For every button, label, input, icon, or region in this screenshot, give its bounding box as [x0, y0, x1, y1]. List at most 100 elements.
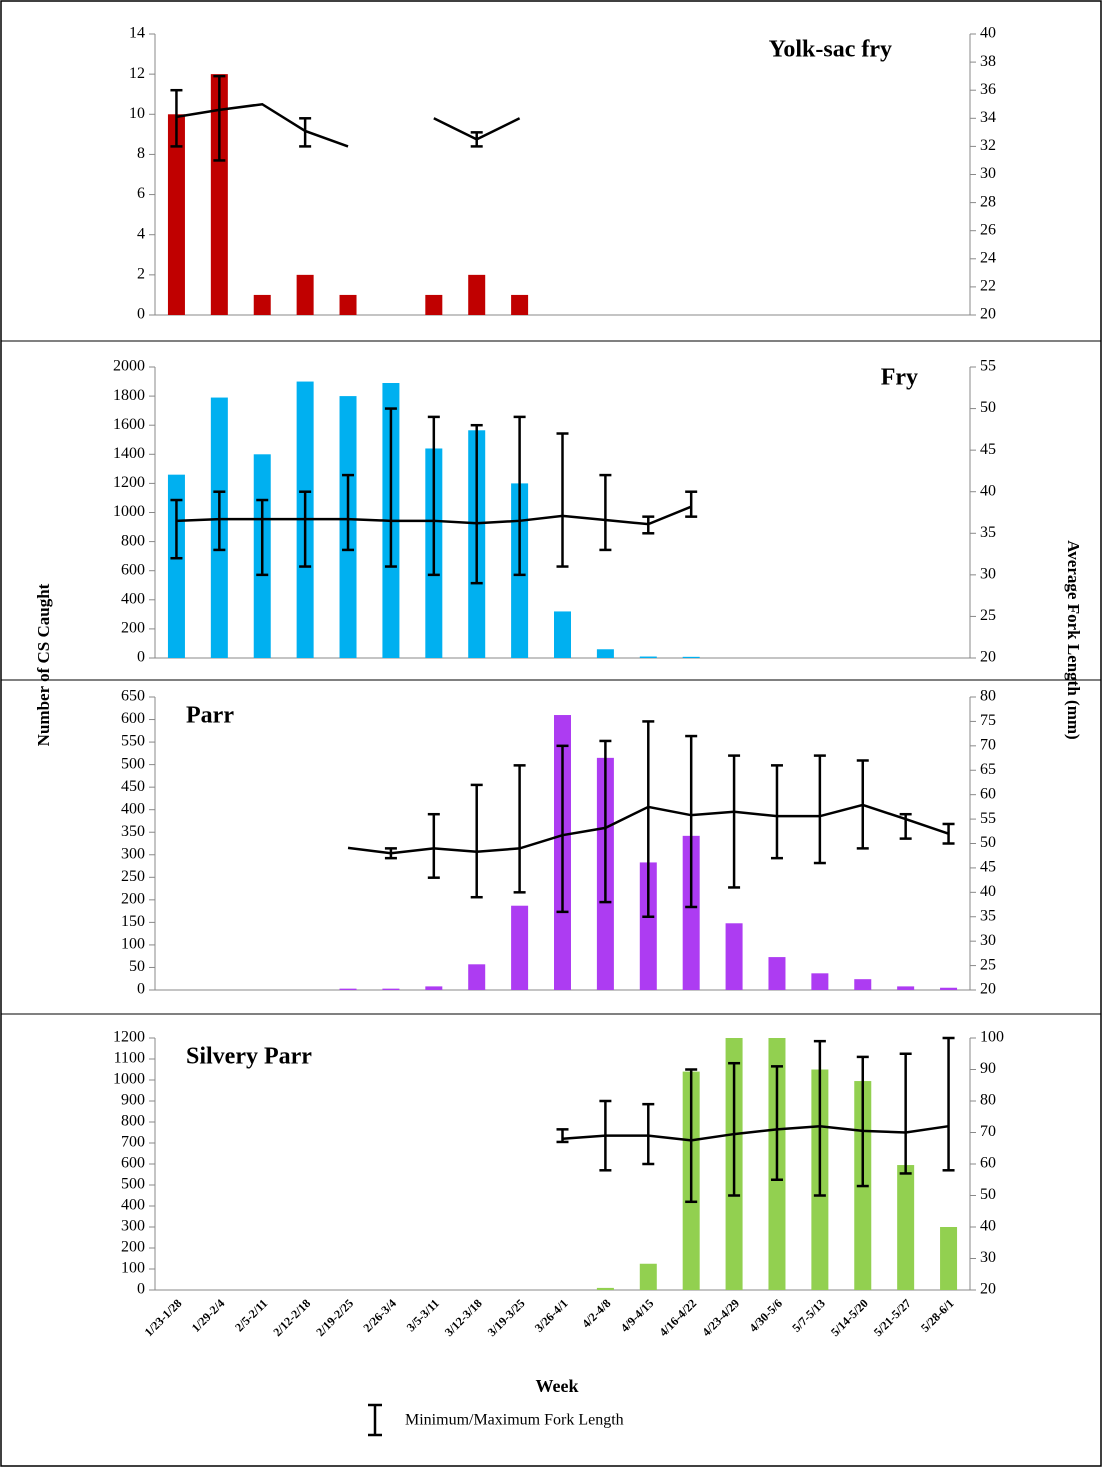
- y2-tick-label: 55: [980, 810, 996, 827]
- y2-tick-label: 35: [980, 907, 996, 924]
- error-bar: [384, 407, 397, 568]
- bar: [511, 294, 529, 315]
- error-bar: [599, 739, 612, 904]
- line: [562, 1124, 949, 1142]
- error-bar: [770, 764, 783, 860]
- error-bar: [599, 473, 612, 552]
- y2-tick-label: 70: [980, 1123, 996, 1140]
- y-tick-label: 1000: [113, 1071, 145, 1088]
- bar: [897, 986, 915, 990]
- bar: [253, 294, 271, 315]
- y-tick-label: 1400: [113, 445, 145, 462]
- bar: [940, 1227, 958, 1290]
- y-tick-label: 0: [137, 649, 145, 666]
- error-bar: [813, 1039, 826, 1197]
- y-axis-label: Number of CS Caught: [34, 583, 53, 746]
- y2-tick-label: 24: [980, 249, 996, 266]
- y2-tick-label: 30: [980, 566, 996, 583]
- y2-tick-label: 75: [980, 712, 996, 729]
- bar: [382, 988, 400, 990]
- y-tick-label: 1800: [113, 387, 145, 404]
- y-tick-label: 400: [121, 1197, 145, 1214]
- y-tick-label: 100: [121, 936, 145, 953]
- y-tick-label: 1200: [113, 474, 145, 491]
- y2-tick-label: 35: [980, 524, 996, 541]
- y-tick-label: 6: [137, 185, 145, 202]
- line: [176, 505, 692, 526]
- error-bar: [299, 117, 312, 148]
- y-tick-label: 600: [121, 561, 145, 578]
- error-bar: [642, 1102, 655, 1166]
- y-tick-label: 500: [121, 1176, 145, 1193]
- y2-tick-label: 30: [980, 1249, 996, 1266]
- error-bar: [170, 498, 183, 560]
- line: [176, 102, 521, 148]
- bar: [339, 988, 357, 990]
- y-tick-label: 2000: [113, 358, 145, 375]
- y-tick-label: 200: [121, 891, 145, 908]
- error-bar: [470, 423, 483, 585]
- y2-tick-label: 65: [980, 761, 996, 778]
- y-tick-label: 350: [121, 823, 145, 840]
- y-tick-label: 400: [121, 800, 145, 817]
- y2-tick-label: 70: [980, 737, 996, 754]
- error-bar: [685, 1068, 698, 1204]
- y-tick-label: 2: [137, 266, 145, 283]
- bar: [682, 656, 700, 658]
- y2-tick-label: 36: [980, 81, 996, 98]
- y2-tick-label: 25: [980, 607, 996, 624]
- bar: [854, 979, 872, 990]
- y-tick-label: 4: [137, 225, 145, 242]
- y2-tick-label: 50: [980, 1186, 996, 1203]
- bar: [468, 274, 486, 315]
- bar: [425, 986, 443, 990]
- y-tick-label: 0: [137, 306, 145, 323]
- y-tick-label: 0: [137, 1281, 145, 1298]
- y2-tick-label: 20: [980, 1281, 996, 1298]
- y-tick-label: 700: [121, 1134, 145, 1151]
- error-bar: [470, 783, 483, 899]
- error-bar: [728, 1061, 741, 1197]
- y-tick-label: 1200: [113, 1029, 145, 1046]
- panel-title: Silvery Parr: [186, 1044, 312, 1070]
- panel-title: Parr: [186, 703, 234, 729]
- y-tick-label: 300: [121, 1218, 145, 1235]
- y-tick-label: 1600: [113, 416, 145, 433]
- y2-tick-label: 55: [980, 358, 996, 375]
- bar: [725, 923, 743, 990]
- error-bar: [556, 1128, 569, 1144]
- bar: [897, 1165, 915, 1290]
- error-bar: [813, 754, 826, 865]
- error-bar: [342, 473, 355, 552]
- y2-tick-label: 80: [980, 1092, 996, 1109]
- y-tick-label: 550: [121, 733, 145, 750]
- error-bar: [856, 1055, 869, 1188]
- y-tick-label: 650: [121, 688, 145, 705]
- bar: [639, 1263, 657, 1290]
- error-bar: [556, 744, 569, 914]
- error-bar: [685, 734, 698, 909]
- error-bar: [427, 812, 440, 879]
- y2-tick-label: 34: [980, 109, 996, 126]
- error-bar: [728, 754, 741, 889]
- y2-tick-label: 60: [980, 785, 996, 802]
- error-bar: [513, 764, 526, 894]
- y2-tick-label: 22: [980, 278, 996, 295]
- bar: [554, 611, 571, 658]
- y2-tick-label: 40: [980, 883, 996, 900]
- y2-tick-label: 40: [980, 1218, 996, 1235]
- y2-tick-label: 60: [980, 1155, 996, 1172]
- error-bar: [427, 415, 440, 577]
- y2-tick-label: 20: [980, 981, 996, 998]
- y-tick-label: 600: [121, 710, 145, 727]
- y2-tick-label: 30: [980, 165, 996, 182]
- bar: [940, 987, 958, 990]
- error-bar: [213, 490, 226, 552]
- legend-icon: [368, 1403, 382, 1437]
- y-tick-label: 400: [121, 590, 145, 607]
- y-tick-label: 200: [121, 1239, 145, 1256]
- error-bar: [685, 490, 698, 518]
- y2-tick-label: 100: [980, 1029, 1004, 1046]
- y2-tick-label: 50: [980, 834, 996, 851]
